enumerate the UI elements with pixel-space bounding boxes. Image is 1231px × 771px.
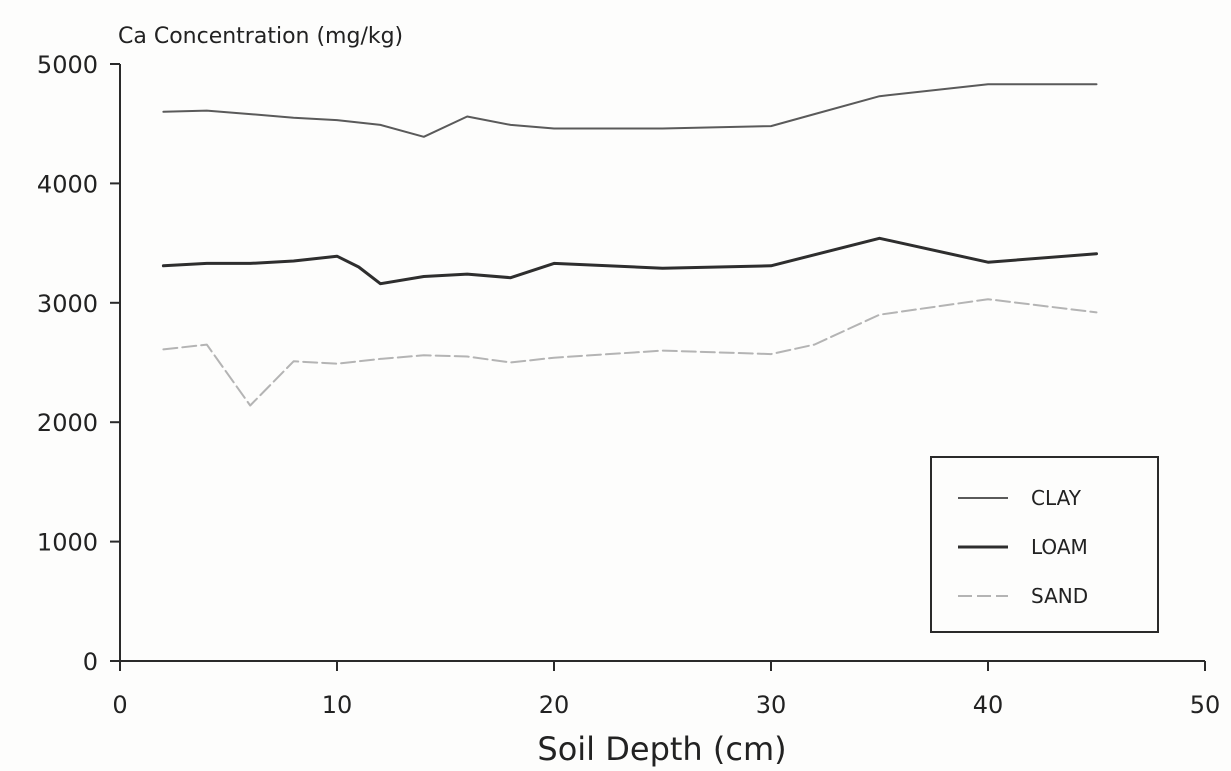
y-tick-label: 4000 — [37, 170, 98, 198]
series-line-loam — [161, 236, 1098, 286]
y-tick-label: 5000 — [37, 51, 98, 79]
y-tick-label: 0 — [83, 648, 98, 676]
x-tick-label: 40 — [973, 691, 1004, 719]
legend-box — [930, 456, 1159, 633]
y-tick-label: 3000 — [37, 290, 98, 318]
y-axis-label: Ca Concentration (mg/kg) — [118, 24, 403, 49]
series-lines — [161, 83, 1098, 407]
legend-label-clay: CLAY — [1031, 486, 1082, 510]
y-tick-label: 2000 — [37, 409, 98, 437]
legend: CLAY LOAM SAND — [930, 456, 1159, 633]
y-tick-label: 1000 — [37, 529, 98, 557]
axes: 0 1000 2000 3000 4000 5000 0 10 20 30 40 50 — [37, 51, 1220, 719]
series-line-sand — [162, 298, 1098, 407]
x-tick-label: 50 — [1190, 691, 1221, 719]
x-tick-label: 10 — [322, 691, 353, 719]
legend-label-sand: SAND — [1031, 584, 1088, 608]
x-tick-label: 0 — [112, 691, 127, 719]
series-line-clay — [162, 83, 1098, 138]
legend-label-loam: LOAM — [1031, 535, 1088, 559]
x-axis-label: Soil Depth (cm) — [537, 730, 786, 768]
x-tick-label: 30 — [756, 691, 787, 719]
x-tick-label: 20 — [539, 691, 570, 719]
